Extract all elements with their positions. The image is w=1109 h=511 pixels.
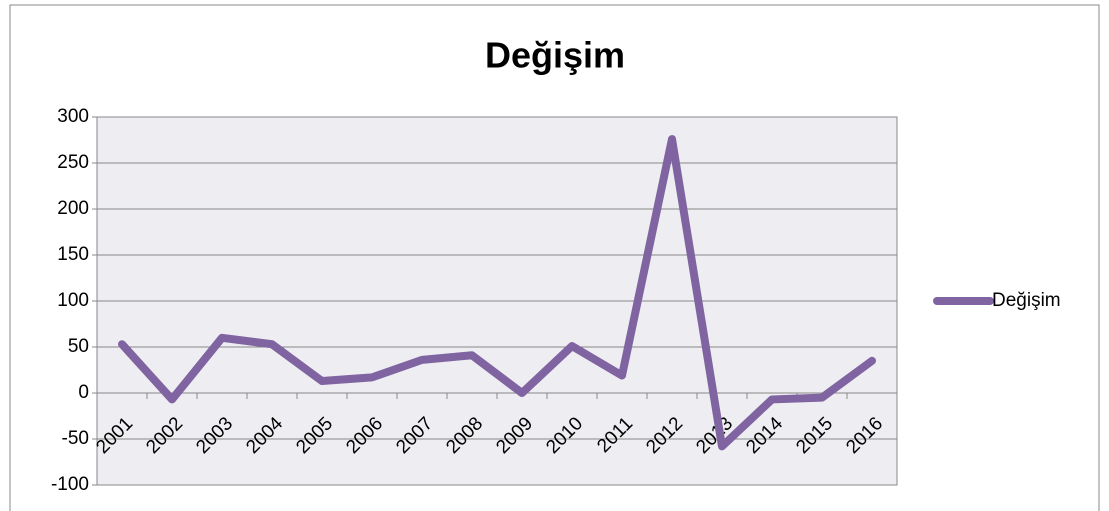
y-tick-label: 0 (78, 382, 89, 403)
legend-label: Değişim (992, 290, 1061, 311)
y-tick-label: -50 (62, 428, 89, 449)
y-tick-label: 300 (57, 106, 89, 127)
y-tick-label: 150 (57, 244, 89, 265)
y-tick-label: 100 (57, 290, 89, 311)
y-tick-label: -100 (51, 474, 89, 495)
y-tick-label: 250 (57, 152, 89, 173)
data-line (118, 135, 876, 451)
y-tick-label: 200 (57, 198, 89, 219)
y-tick-label: 50 (68, 336, 89, 357)
chart-title: Değişim (485, 35, 625, 76)
